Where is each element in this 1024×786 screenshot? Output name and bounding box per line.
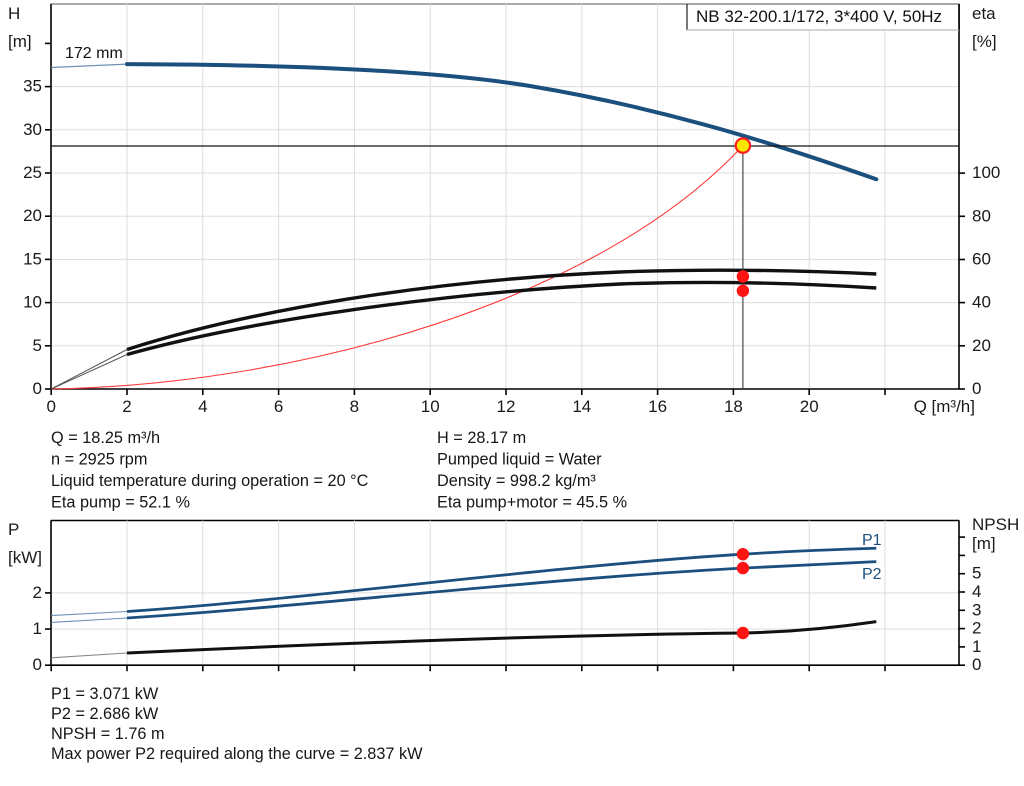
svg-text:5: 5 <box>972 564 981 583</box>
svg-text:1: 1 <box>33 619 42 638</box>
svg-text:12: 12 <box>497 397 516 416</box>
svg-text:[m]: [m] <box>972 534 996 553</box>
svg-text:2: 2 <box>33 583 42 602</box>
svg-text:H = 28.17 m: H = 28.17 m <box>437 429 526 447</box>
svg-text:80: 80 <box>972 206 991 225</box>
svg-text:30: 30 <box>23 120 42 139</box>
svg-text:Density = 998.2 kg/m³: Density = 998.2 kg/m³ <box>437 472 596 490</box>
svg-text:0: 0 <box>33 379 42 398</box>
svg-text:0: 0 <box>972 379 981 398</box>
svg-text:25: 25 <box>23 163 42 182</box>
svg-text:20: 20 <box>800 397 819 416</box>
svg-text:n = 2925 rpm: n = 2925 rpm <box>51 451 147 469</box>
svg-text:NPSH: NPSH <box>972 515 1019 534</box>
svg-text:Liquid temperature during oper: Liquid temperature during operation = 20… <box>51 472 369 490</box>
svg-text:P: P <box>8 520 19 539</box>
svg-text:20: 20 <box>23 206 42 225</box>
svg-text:P2 = 2.686 kW: P2 = 2.686 kW <box>51 705 159 723</box>
svg-text:10: 10 <box>421 397 440 416</box>
svg-text:[%]: [%] <box>972 32 997 51</box>
svg-text:P1: P1 <box>862 532 882 549</box>
svg-text:Eta pump = 52.1 %: Eta pump = 52.1 % <box>51 494 190 512</box>
svg-text:14: 14 <box>572 397 591 416</box>
svg-text:6: 6 <box>274 397 283 416</box>
svg-text:100: 100 <box>972 163 1000 182</box>
svg-text:Pumped liquid = Water: Pumped liquid = Water <box>437 451 602 469</box>
svg-text:P2: P2 <box>862 566 882 583</box>
svg-text:40: 40 <box>972 293 991 312</box>
svg-text:NB 32-200.1/172, 3*400 V, 50Hz: NB 32-200.1/172, 3*400 V, 50Hz <box>696 7 942 26</box>
svg-text:20: 20 <box>972 336 991 355</box>
svg-text:5: 5 <box>33 336 42 355</box>
svg-text:Q = 18.25 m³/h: Q = 18.25 m³/h <box>51 429 160 447</box>
svg-text:18: 18 <box>724 397 743 416</box>
svg-text:0: 0 <box>972 655 981 674</box>
svg-text:0: 0 <box>33 655 42 674</box>
svg-text:[kW]: [kW] <box>8 548 42 567</box>
svg-text:P1 = 3.071 kW: P1 = 3.071 kW <box>51 685 159 703</box>
svg-text:Max power P2 required along th: Max power P2 required along the curve = … <box>51 745 423 763</box>
svg-text:15: 15 <box>23 249 42 268</box>
svg-text:10: 10 <box>23 293 42 312</box>
svg-text:[m]: [m] <box>8 32 32 51</box>
svg-text:4: 4 <box>198 397 207 416</box>
svg-text:8: 8 <box>350 397 359 416</box>
svg-text:0: 0 <box>46 397 55 416</box>
svg-text:172 mm: 172 mm <box>65 45 123 62</box>
svg-text:2: 2 <box>122 397 131 416</box>
svg-text:2: 2 <box>972 619 981 638</box>
svg-text:4: 4 <box>972 582 981 601</box>
svg-text:eta: eta <box>972 4 996 23</box>
svg-text:H: H <box>8 4 20 23</box>
svg-text:16: 16 <box>648 397 667 416</box>
svg-text:3: 3 <box>972 600 981 619</box>
svg-text:1: 1 <box>972 637 981 656</box>
svg-text:Q [m³/h]: Q [m³/h] <box>914 397 975 416</box>
svg-text:NPSH = 1.76 m: NPSH = 1.76 m <box>51 725 165 743</box>
svg-text:Eta pump+motor = 45.5 %: Eta pump+motor = 45.5 % <box>437 494 627 512</box>
svg-text:35: 35 <box>23 77 42 96</box>
svg-text:60: 60 <box>972 250 991 269</box>
